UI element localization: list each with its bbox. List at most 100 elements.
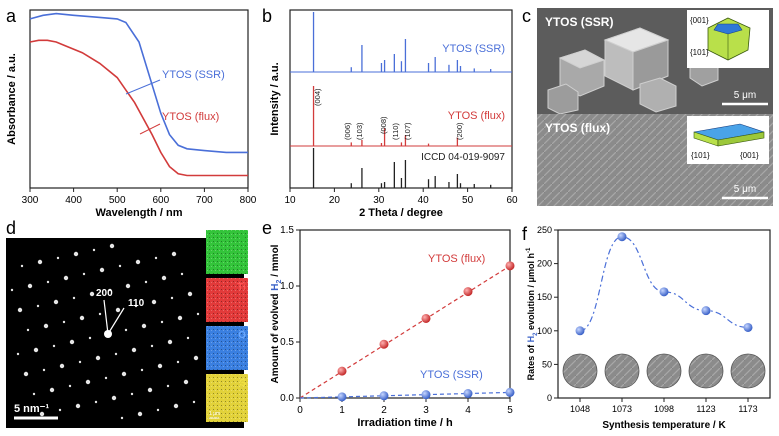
saed-spot	[121, 371, 127, 377]
panel-e-x-tick-label: 2	[381, 405, 387, 416]
saed-index-110: 110	[128, 298, 145, 309]
panel-e-point-ssr	[463, 389, 473, 399]
saed-spot	[16, 352, 20, 356]
eds-map-ti: Ti	[206, 278, 248, 322]
peak-label-103: (103)	[355, 122, 364, 140]
panel-e-x-tick-label: 0	[297, 405, 303, 416]
panel-a-x-tick-label: 500	[109, 195, 126, 206]
saed-spot	[196, 312, 200, 316]
saed-scale-text: 5 nm⁻¹	[14, 403, 49, 415]
panel-a-legend-flux: YTOS (flux)	[162, 111, 219, 123]
saed-spot	[118, 264, 122, 268]
saed-spot	[151, 299, 157, 305]
saed-spot	[130, 392, 134, 396]
saed-spot	[180, 272, 184, 276]
saed-spot	[78, 360, 82, 364]
panel-f-y-tick-label: 250	[537, 225, 552, 235]
saed-spot	[141, 323, 147, 329]
peak-label-004: (004)	[313, 88, 322, 106]
panel-e-point-ssr	[505, 387, 515, 397]
saed-index-200: 200	[96, 288, 113, 299]
panel-a-x-tick-label: 800	[240, 195, 257, 206]
saed-spot	[56, 256, 60, 260]
saed-spot	[63, 275, 69, 281]
saed-spot	[109, 243, 115, 249]
sem-top-label: YTOS (SSR)	[545, 15, 613, 29]
panel-letter-a: a	[6, 6, 17, 26]
panel-a-legend-ssr: YTOS (SSR)	[162, 69, 225, 81]
saed-spot	[85, 379, 91, 385]
panel-a-series-ssr-line	[29, 12, 248, 154]
saed-spot	[92, 248, 96, 252]
sem-bottom-facet-101: {101}	[691, 151, 710, 160]
panel-e-point-ssr	[421, 390, 431, 400]
sem-top-scale-text: 5 μm	[734, 90, 756, 101]
panel-b-legend-ref: ICCD 04-019-9097	[421, 152, 505, 163]
crystal-model-bottom	[693, 123, 765, 147]
panel-a: 300 400 500 600 700 800 YTOS (SSR) YTOS (flux…	[6, 9, 257, 219]
panel-e-x-tick-label: 5	[507, 405, 513, 416]
peak-label-107: (107)	[403, 122, 412, 140]
panel-letter-b: b	[262, 6, 272, 26]
panel-a-x-tick-label: 600	[152, 195, 169, 206]
saed-spot	[10, 288, 14, 292]
panel-a-xlabel: Wavelength / nm	[96, 207, 183, 219]
panel-b-ylabel: Intensity / a.u.	[269, 62, 281, 135]
saed-spot	[89, 291, 95, 297]
panel-f-point	[701, 306, 711, 316]
panel-f-x-tick-label: 1048	[570, 404, 590, 414]
eds-map-y: Y	[206, 230, 248, 274]
panel-b-peak-labels: (004) (006) (103) (008) (110) (107) (200…	[313, 88, 464, 140]
saed-spot	[137, 411, 143, 417]
saed-spot	[62, 320, 66, 324]
saed-spot	[52, 344, 56, 348]
peak-label-008: (008)	[379, 116, 388, 134]
saed-spot	[115, 307, 121, 313]
panel-e-y-tick-label: 1.5	[280, 225, 294, 236]
panel-f-x-tick-label: 1173	[738, 404, 757, 414]
panel-b-x-tick-label: 20	[329, 195, 341, 206]
panel-letter-d: d	[6, 218, 16, 238]
saed-spot	[23, 371, 29, 377]
panel-a-x-tick-label: 700	[196, 195, 213, 206]
saed-spot	[82, 272, 86, 276]
panel-f-y-tick-label: 100	[537, 326, 552, 336]
sem-top-crystals	[547, 27, 719, 115]
saed-spot	[176, 360, 180, 364]
panel-f-trend-line	[579, 236, 749, 332]
panel-e-fit-flux	[299, 265, 511, 399]
panel-f-x-tick-label: 1073	[612, 404, 632, 414]
saed-spot	[156, 408, 160, 412]
saed-spot	[154, 256, 158, 260]
panel-f-ylabel-sup: -1	[526, 247, 532, 253]
saed-spot	[183, 379, 189, 385]
saed-spot	[49, 387, 55, 393]
panel-e-ylabel: Amount of evolved H2 / mmol	[270, 244, 283, 383]
sem-top-facet-101: {101}	[690, 48, 709, 57]
panel-f-x-tick-label: 1098	[654, 404, 674, 414]
saed-spot	[166, 384, 170, 388]
saed-spot	[108, 288, 112, 292]
saed-vector-200	[103, 299, 109, 335]
saed-spot	[157, 363, 163, 369]
saed-spot	[135, 259, 141, 265]
panel-b-legend-ssr: YTOS (SSR)	[442, 43, 505, 55]
panel-e-y-tick-label: 1.0	[280, 281, 294, 292]
saed-spot	[95, 355, 101, 361]
panel-f: 1048 1073 1098 1123 1173 0 50 100 150 200 250 Synt…	[526, 225, 771, 431]
panel-f-sem-thumbnails	[562, 353, 766, 389]
saed-spot	[131, 347, 137, 353]
panel-letter-c: c	[522, 6, 531, 26]
saed-spot	[114, 352, 118, 356]
saed-spot	[193, 355, 199, 361]
peak-label-006: (006)	[343, 122, 352, 140]
panel-a-x-tick-label: 300	[22, 195, 39, 206]
sem-bottom-label: YTOS (flux)	[545, 121, 610, 135]
saed-spot	[147, 387, 153, 393]
saed-spot	[75, 403, 81, 409]
panel-a-x-tick-label: 400	[65, 195, 82, 206]
crystal-model-top	[707, 17, 751, 61]
panel-a-plot-frame	[29, 9, 249, 189]
panel-f-ylabel: Rates of H2 evolution / μmol h-1	[526, 247, 539, 380]
